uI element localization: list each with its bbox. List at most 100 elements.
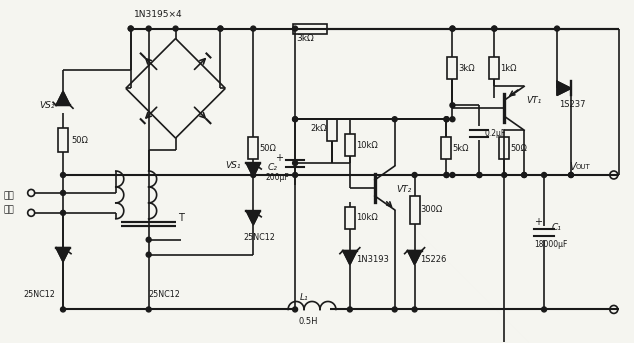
Text: 18000μF: 18000μF: [534, 240, 567, 249]
Text: L₁: L₁: [300, 293, 309, 302]
Text: 1S237: 1S237: [559, 100, 586, 109]
Circle shape: [128, 26, 133, 31]
Text: C₁: C₁: [552, 223, 562, 232]
Bar: [249, 137, 258, 159]
Circle shape: [412, 307, 417, 312]
Circle shape: [522, 173, 527, 177]
Circle shape: [128, 26, 133, 31]
Circle shape: [146, 252, 151, 257]
Text: 2kΩ: 2kΩ: [310, 124, 327, 133]
Polygon shape: [56, 248, 70, 262]
Circle shape: [146, 26, 151, 31]
Circle shape: [492, 26, 497, 31]
Polygon shape: [343, 251, 357, 264]
Circle shape: [293, 307, 297, 312]
Circle shape: [444, 117, 449, 122]
Circle shape: [392, 307, 397, 312]
Circle shape: [218, 26, 223, 31]
Circle shape: [569, 173, 574, 177]
Text: OUT: OUT: [576, 164, 591, 170]
Polygon shape: [56, 91, 70, 105]
Text: 50Ω: 50Ω: [259, 144, 276, 153]
Circle shape: [450, 117, 455, 122]
Circle shape: [541, 173, 547, 177]
Circle shape: [450, 26, 455, 31]
Circle shape: [146, 307, 151, 312]
Text: 300Ω: 300Ω: [420, 205, 443, 214]
Circle shape: [251, 173, 256, 177]
Circle shape: [477, 173, 482, 177]
Circle shape: [293, 117, 297, 122]
Text: +: +: [275, 153, 283, 163]
Text: 10kΩ: 10kΩ: [356, 141, 378, 150]
Circle shape: [444, 173, 449, 177]
Polygon shape: [246, 211, 260, 225]
Text: 10kΩ: 10kΩ: [356, 213, 378, 222]
Circle shape: [60, 190, 65, 196]
Text: V: V: [569, 162, 576, 172]
Text: +: +: [534, 217, 542, 227]
Bar: [293, 24, 327, 34]
Text: 50Ω: 50Ω: [71, 135, 88, 145]
Text: VT₂: VT₂: [397, 186, 412, 194]
Circle shape: [392, 117, 397, 122]
Text: 25NC12: 25NC12: [23, 290, 55, 299]
Bar: [441, 137, 451, 159]
Bar: [448, 58, 457, 79]
Circle shape: [450, 103, 455, 108]
Text: 0.2μF: 0.2μF: [484, 129, 505, 138]
Text: T: T: [178, 213, 183, 223]
Text: VS₂: VS₂: [39, 101, 55, 110]
Polygon shape: [557, 81, 571, 95]
Text: 1kΩ: 1kΩ: [500, 64, 517, 73]
Circle shape: [541, 307, 547, 312]
Text: 1N3195×4: 1N3195×4: [134, 10, 183, 19]
Circle shape: [293, 26, 297, 31]
Circle shape: [492, 26, 497, 31]
Circle shape: [293, 161, 297, 166]
Text: 3kΩ: 3kΩ: [296, 34, 314, 43]
Circle shape: [218, 26, 223, 31]
Polygon shape: [246, 163, 260, 177]
Bar: [345, 134, 355, 156]
Circle shape: [522, 173, 527, 177]
Circle shape: [569, 173, 574, 177]
Circle shape: [173, 26, 178, 31]
Circle shape: [412, 173, 417, 177]
Text: 交流: 交流: [3, 191, 14, 200]
Text: 3kΩ: 3kΩ: [458, 64, 475, 73]
Bar: [489, 58, 499, 79]
Circle shape: [60, 307, 65, 312]
Bar: [345, 207, 355, 229]
Text: 1S226: 1S226: [420, 255, 447, 264]
Circle shape: [293, 173, 297, 177]
Circle shape: [444, 117, 449, 122]
Text: 25NC12: 25NC12: [243, 233, 275, 242]
Circle shape: [477, 173, 482, 177]
Bar: [327, 119, 337, 141]
Text: 25NC12: 25NC12: [149, 290, 181, 299]
Text: 5kΩ: 5kΩ: [453, 144, 469, 153]
Circle shape: [501, 173, 507, 177]
Polygon shape: [408, 251, 422, 264]
Circle shape: [555, 26, 560, 31]
Text: 200μF: 200μF: [265, 174, 289, 182]
Circle shape: [444, 173, 449, 177]
Text: 0.5H: 0.5H: [298, 317, 318, 326]
Bar: [58, 128, 68, 152]
Circle shape: [450, 26, 455, 31]
Bar: [499, 137, 509, 159]
Text: 1N3193: 1N3193: [356, 255, 389, 264]
Circle shape: [146, 237, 151, 242]
Text: C₂: C₂: [267, 163, 277, 172]
Text: VS₁: VS₁: [225, 161, 241, 169]
Circle shape: [60, 173, 65, 177]
Circle shape: [450, 173, 455, 177]
Circle shape: [251, 26, 256, 31]
Circle shape: [60, 210, 65, 215]
Text: VT₁: VT₁: [526, 96, 541, 105]
Circle shape: [293, 117, 297, 122]
Circle shape: [347, 307, 353, 312]
Text: 50Ω: 50Ω: [510, 144, 527, 153]
Bar: [410, 196, 420, 224]
